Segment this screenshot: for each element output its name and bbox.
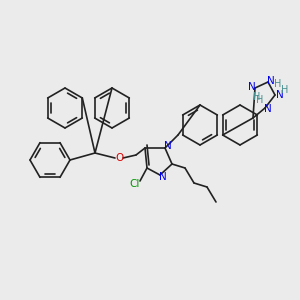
Text: O: O <box>115 153 123 163</box>
Text: N: N <box>264 104 272 114</box>
Text: H: H <box>253 92 261 102</box>
Text: Cl: Cl <box>130 179 140 189</box>
Text: N: N <box>159 172 167 182</box>
Text: N: N <box>248 82 256 92</box>
Text: H: H <box>281 85 289 95</box>
Text: H: H <box>274 79 282 89</box>
Text: N: N <box>267 76 275 86</box>
Text: N: N <box>276 90 284 100</box>
Text: N: N <box>164 141 172 151</box>
Text: H: H <box>256 95 264 105</box>
